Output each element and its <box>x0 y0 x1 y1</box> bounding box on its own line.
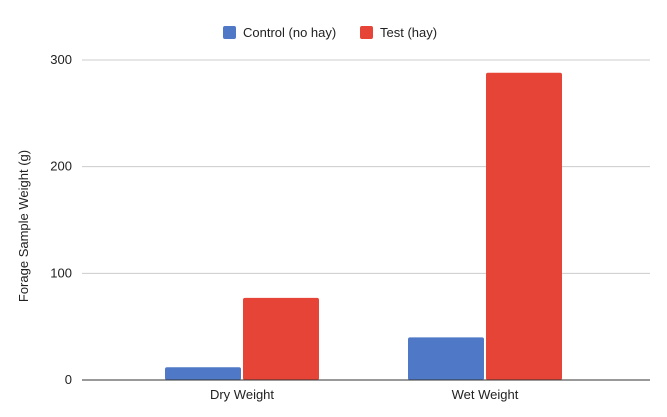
bar-wet-weight-control-no-hay[interactable] <box>408 337 484 380</box>
x-category-label-wet-weight: Wet Weight <box>452 387 519 402</box>
y-axis-title: Forage Sample Weight (g) <box>16 150 31 302</box>
legend-swatch-control <box>223 26 236 39</box>
legend-item-control[interactable]: Control (no hay) <box>223 25 336 40</box>
legend-swatch-test <box>360 26 373 39</box>
bar-wet-weight-test-hay[interactable] <box>486 72 562 381</box>
y-tick-label-200: 200 <box>50 159 72 174</box>
bar-dry-weight-test-hay[interactable] <box>243 297 319 380</box>
gridlines <box>82 59 650 274</box>
y-tick-label-100: 100 <box>50 265 72 280</box>
bars <box>165 72 562 381</box>
x-category-label-dry-weight: Dry Weight <box>210 387 274 402</box>
legend-item-test[interactable]: Test (hay) <box>360 25 437 40</box>
y-tick-label-300: 300 <box>50 52 72 67</box>
y-tick-label-0: 0 <box>65 372 72 387</box>
legend-label-control: Control (no hay) <box>243 25 336 40</box>
legend: Control (no hay) Test (hay) <box>223 25 437 40</box>
y-axis-ticks: 0 100 200 300 <box>50 52 72 387</box>
legend-label-test: Test (hay) <box>380 25 437 40</box>
bar-dry-weight-control-no-hay[interactable] <box>165 367 241 380</box>
x-axis-categories: Dry Weight Wet Weight <box>210 387 519 402</box>
